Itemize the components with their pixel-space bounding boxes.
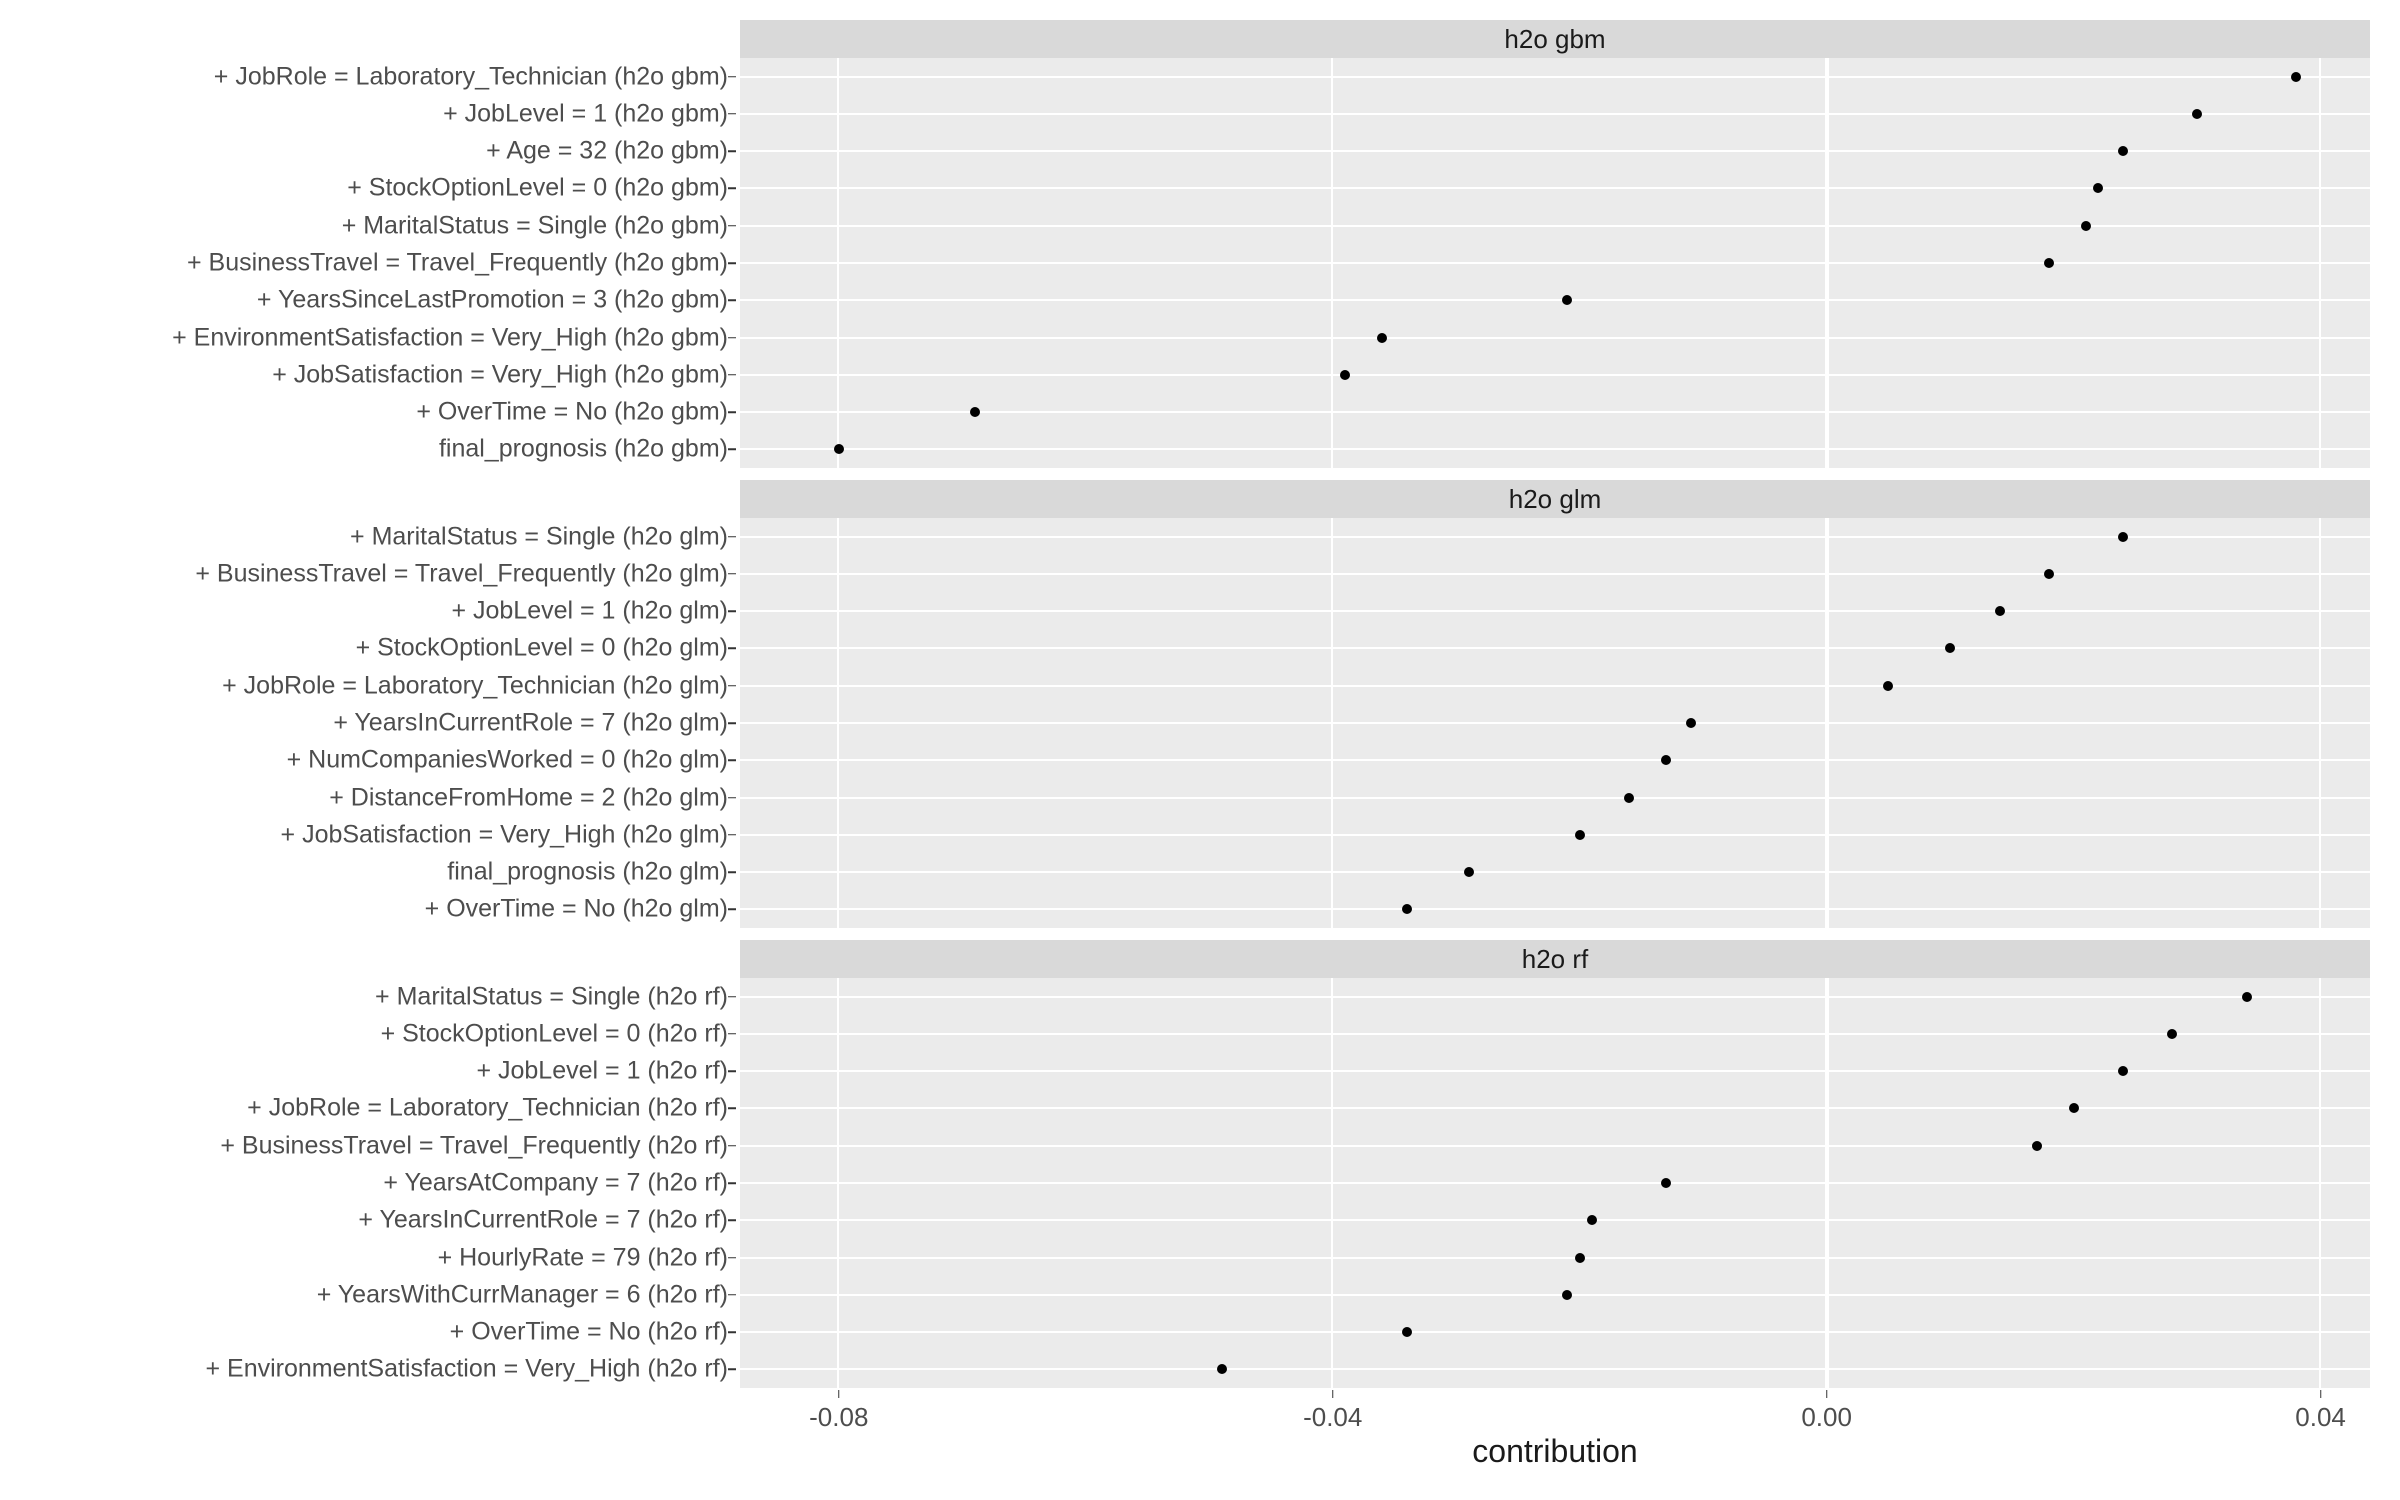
y-axis-label: + JobRole = Laboratory_Technician (h2o r… (0, 1094, 728, 1123)
y-axis-label: + EnvironmentSatisfaction = Very_High (h… (0, 323, 728, 352)
data-point (2118, 1066, 2128, 1076)
y-axis-label: + JobLevel = 1 (h2o glm) (0, 597, 728, 626)
facet-1: h2o glm (740, 480, 2370, 928)
y-axis-label: + JobRole = Laboratory_Technician (h2o g… (0, 671, 728, 700)
data-point (2093, 183, 2103, 193)
facet-strip: h2o gbm (740, 20, 2370, 58)
y-axis-label: + OverTime = No (h2o glm) (0, 895, 728, 924)
plot-area (740, 978, 2370, 1388)
facet-strip: h2o glm (740, 480, 2370, 518)
y-axis-label: + JobLevel = 1 (h2o rf) (0, 1057, 728, 1086)
y-axis-label: final_prognosis (h2o gbm) (0, 435, 728, 464)
y-axis-label: + DistanceFromHome = 2 (h2o glm) (0, 783, 728, 812)
y-axis-label: + JobSatisfaction = Very_High (h2o gbm) (0, 360, 728, 389)
y-axis-label: + YearsWithCurrManager = 6 (h2o rf) (0, 1280, 728, 1309)
y-axis-labels: + JobRole = Laboratory_Technician (h2o g… (0, 58, 728, 468)
data-point (1402, 1327, 1412, 1337)
y-axis-label: + BusinessTravel = Travel_Frequently (h2… (0, 249, 728, 278)
y-axis-label: + JobLevel = 1 (h2o gbm) (0, 99, 728, 128)
y-axis-label: + BusinessTravel = Travel_Frequently (h2… (0, 1131, 728, 1160)
y-axis-label: + StockOptionLevel = 0 (h2o gbm) (0, 174, 728, 203)
x-tick-label: -0.04 (1303, 1402, 1362, 1433)
y-axis-label: + MaritalStatus = Single (h2o gbm) (0, 211, 728, 240)
facet-strip: h2o rf (740, 940, 2370, 978)
x-axis: -0.08 -0.04 0.00 0.04contribution (740, 1390, 2370, 1470)
y-axis-labels: + MaritalStatus = Single (h2o glm) + Busi… (0, 518, 728, 928)
data-point (2192, 109, 2202, 119)
facet-0: h2o gbm (740, 20, 2370, 468)
data-point (2242, 992, 2252, 1002)
data-point (1377, 333, 1387, 343)
y-axis-label: + HourlyRate = 79 (h2o rf) (0, 1243, 728, 1272)
y-axis-label: + JobRole = Laboratory_Technician (h2o g… (0, 62, 728, 91)
data-point (2069, 1103, 2079, 1113)
y-axis-label: final_prognosis (h2o glm) (0, 858, 728, 887)
x-tick-label: -0.08 (809, 1402, 868, 1433)
y-axis-label: + Age = 32 (h2o gbm) (0, 137, 728, 166)
data-point (1587, 1215, 1597, 1225)
y-axis-label: + OverTime = No (h2o gbm) (0, 398, 728, 427)
y-axis-label: + BusinessTravel = Travel_Frequently (h2… (0, 559, 728, 588)
y-axis-label: + NumCompaniesWorked = 0 (h2o glm) (0, 746, 728, 775)
data-point (2291, 72, 2301, 82)
y-axis-label: + StockOptionLevel = 0 (h2o glm) (0, 634, 728, 663)
y-axis-label: + OverTime = No (h2o rf) (0, 1318, 728, 1347)
y-axis-label: + YearsInCurrentRole = 7 (h2o rf) (0, 1206, 728, 1235)
data-point (1575, 830, 1585, 840)
y-axis-label: + JobSatisfaction = Very_High (h2o glm) (0, 820, 728, 849)
data-point (1661, 1178, 1671, 1188)
x-axis-title: contribution (740, 1433, 2370, 1470)
y-axis-label: + YearsSinceLastPromotion = 3 (h2o gbm) (0, 286, 728, 315)
data-point (1945, 643, 1955, 653)
data-point (1686, 718, 1696, 728)
data-point (1883, 681, 1893, 691)
data-point (2081, 221, 2091, 231)
data-point (2044, 258, 2054, 268)
y-axis-label: + EnvironmentSatisfaction = Very_High (h… (0, 1355, 728, 1384)
data-point (1464, 867, 1474, 877)
data-point (2032, 1141, 2042, 1151)
data-point (1217, 1364, 1227, 1374)
data-point (970, 407, 980, 417)
y-axis-label: + MaritalStatus = Single (h2o glm) (0, 522, 728, 551)
data-point (1340, 370, 1350, 380)
y-axis-label: + YearsAtCompany = 7 (h2o rf) (0, 1169, 728, 1198)
y-axis-label: + MaritalStatus = Single (h2o rf) (0, 982, 728, 1011)
data-point (2118, 532, 2128, 542)
facet-2: h2o rf (740, 940, 2370, 1388)
data-point (2118, 146, 2128, 156)
data-point (1575, 1253, 1585, 1263)
y-axis-labels: + MaritalStatus = Single (h2o rf) + Stock… (0, 978, 728, 1388)
plot-area (740, 518, 2370, 928)
data-point (1562, 295, 1572, 305)
data-point (834, 444, 844, 454)
data-point (1661, 755, 1671, 765)
data-point (2044, 569, 2054, 579)
y-axis-label: + StockOptionLevel = 0 (h2o rf) (0, 1019, 728, 1048)
data-point (1402, 904, 1412, 914)
data-point (1562, 1290, 1572, 1300)
data-point (2167, 1029, 2177, 1039)
chart-container: h2o gbm + JobRole = Laboratory_Technician… (0, 10, 2400, 1490)
x-tick-label: 0.04 (2295, 1402, 2346, 1433)
y-axis-label: + YearsInCurrentRole = 7 (h2o glm) (0, 709, 728, 738)
plot-area (740, 58, 2370, 468)
x-tick-label: 0.00 (1801, 1402, 1852, 1433)
data-point (1624, 793, 1634, 803)
data-point (1995, 606, 2005, 616)
